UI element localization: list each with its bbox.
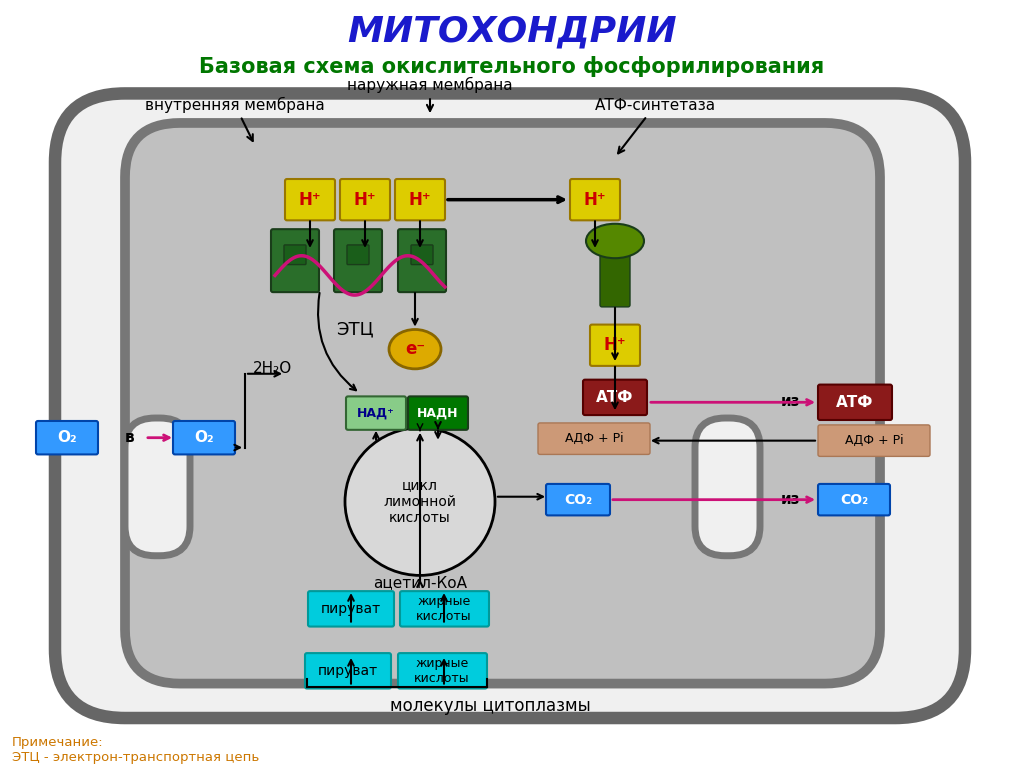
Text: пируват: пируват <box>317 664 378 678</box>
Text: в: в <box>125 430 135 445</box>
FancyBboxPatch shape <box>340 179 390 220</box>
Text: e⁻: e⁻ <box>404 340 425 358</box>
FancyBboxPatch shape <box>570 179 620 220</box>
Text: жирные
кислоты: жирные кислоты <box>414 657 470 685</box>
Circle shape <box>345 428 495 575</box>
FancyBboxPatch shape <box>285 179 335 220</box>
FancyBboxPatch shape <box>308 591 394 627</box>
Text: CO₂: CO₂ <box>564 492 592 507</box>
FancyBboxPatch shape <box>55 94 965 718</box>
FancyBboxPatch shape <box>411 245 433 265</box>
Text: внутренняя мембрана: внутренняя мембрана <box>145 97 325 141</box>
FancyBboxPatch shape <box>695 418 760 556</box>
Text: H⁺: H⁺ <box>604 336 627 354</box>
Text: пируват: пируват <box>321 602 381 616</box>
Text: НАДН: НАДН <box>417 406 459 419</box>
Text: H⁺: H⁺ <box>299 190 322 209</box>
FancyBboxPatch shape <box>271 229 319 292</box>
FancyBboxPatch shape <box>395 179 445 220</box>
Text: жирные
кислоты: жирные кислоты <box>416 595 472 623</box>
Text: H⁺: H⁺ <box>409 190 431 209</box>
FancyBboxPatch shape <box>818 484 890 515</box>
FancyBboxPatch shape <box>334 229 382 292</box>
Text: O₂: O₂ <box>195 430 214 445</box>
FancyBboxPatch shape <box>173 421 234 455</box>
Text: Примечание:
ЭТЦ - электрон-транспортная цепь: Примечание: ЭТЦ - электрон-транспортная … <box>12 736 259 763</box>
Ellipse shape <box>586 223 644 258</box>
Text: из: из <box>780 492 800 507</box>
Ellipse shape <box>389 329 441 369</box>
FancyBboxPatch shape <box>347 245 369 265</box>
Text: цикл
лимонной
кислоты: цикл лимонной кислоты <box>384 478 457 525</box>
Text: из: из <box>780 394 800 409</box>
Text: МИТОХОНДРИИ: МИТОХОНДРИИ <box>347 15 677 48</box>
Text: H⁺: H⁺ <box>584 190 606 209</box>
FancyBboxPatch shape <box>408 396 468 430</box>
FancyBboxPatch shape <box>400 591 489 627</box>
Text: 2H₂O: 2H₂O <box>252 362 292 376</box>
FancyBboxPatch shape <box>125 123 880 684</box>
FancyBboxPatch shape <box>305 653 391 689</box>
Text: H⁺: H⁺ <box>353 190 376 209</box>
FancyBboxPatch shape <box>346 396 406 430</box>
FancyBboxPatch shape <box>546 484 610 515</box>
Text: наружная мембрана: наружная мембрана <box>347 78 513 111</box>
FancyBboxPatch shape <box>583 379 647 415</box>
FancyBboxPatch shape <box>600 232 630 307</box>
Text: НАД⁺: НАД⁺ <box>357 406 395 419</box>
FancyBboxPatch shape <box>36 421 98 455</box>
FancyBboxPatch shape <box>398 653 487 689</box>
Text: CO₂: CO₂ <box>840 492 868 507</box>
Text: АТФ: АТФ <box>837 395 873 410</box>
FancyBboxPatch shape <box>125 418 190 556</box>
Text: молекулы цитоплазмы: молекулы цитоплазмы <box>389 697 591 715</box>
Text: ЭТЦ: ЭТЦ <box>336 320 374 339</box>
FancyBboxPatch shape <box>398 229 446 292</box>
FancyBboxPatch shape <box>538 423 650 455</box>
Text: АТФ-синтетаза: АТФ-синтетаза <box>595 98 716 154</box>
FancyBboxPatch shape <box>284 245 306 265</box>
Text: Базовая схема окислительного фосфорилирования: Базовая схема окислительного фосфорилиро… <box>200 56 824 78</box>
Text: ацетил-КоА: ацетил-КоА <box>373 574 467 590</box>
FancyBboxPatch shape <box>818 425 930 456</box>
Text: АДФ + Рi: АДФ + Рi <box>564 432 624 445</box>
FancyBboxPatch shape <box>590 325 640 366</box>
Text: АДФ + Рi: АДФ + Рi <box>845 434 903 447</box>
Text: АТФ: АТФ <box>596 390 634 405</box>
Text: O₂: O₂ <box>57 430 77 445</box>
FancyBboxPatch shape <box>818 385 892 420</box>
